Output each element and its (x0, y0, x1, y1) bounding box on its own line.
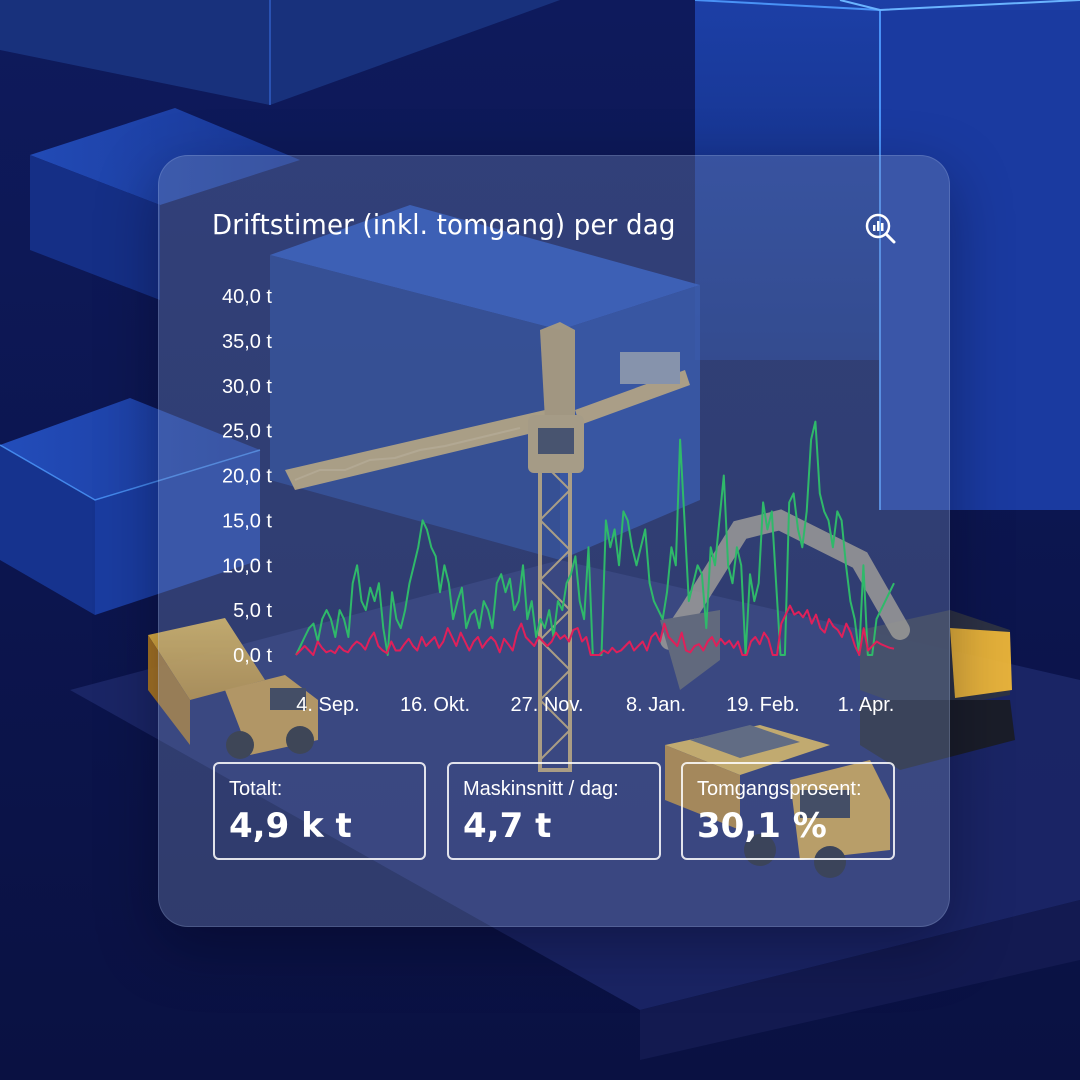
stat-machine-average: Maskinsnitt / dag: 4,7 t (447, 762, 661, 860)
y-tick-label: 30,0 t (222, 376, 272, 398)
stat-idle-percent-label: Tomgangsprosent: (697, 778, 862, 800)
stat-total-label: Totalt: (229, 778, 283, 800)
stat-idle-percent: Tomgangsprosent: 30,1 % (681, 762, 895, 860)
y-tick-label: 40,0 t (222, 286, 272, 308)
chart-zoom-icon (865, 213, 896, 244)
chart-zoom-button[interactable] (860, 208, 900, 248)
series-line-idle-hours (295, 604, 895, 656)
y-tick-label: 15,0 t (222, 510, 272, 532)
stat-idle-percent-value: 30,1 % (697, 806, 827, 846)
y-tick-label: 35,0 t (222, 331, 272, 353)
x-tick-label: 1. Apr. (838, 694, 895, 716)
x-tick-label: 19. Feb. (726, 694, 799, 716)
x-tick-label: 4. Sep. (296, 694, 359, 716)
y-tick-label: 0,0 t (233, 645, 272, 667)
y-tick-label: 25,0 t (222, 421, 272, 443)
chart-card (158, 155, 950, 927)
y-tick-label: 20,0 t (222, 466, 272, 488)
y-tick-label: 5,0 t (233, 600, 272, 622)
x-tick-label: 8. Jan. (626, 694, 686, 716)
x-tick-label: 27. Nov. (511, 694, 584, 716)
y-tick-label: 10,0 t (222, 555, 272, 577)
x-tick-label: 16. Okt. (400, 694, 470, 716)
stat-total: Totalt: 4,9 k t (213, 762, 426, 860)
series-line-total-hours (295, 420, 895, 656)
stat-total-value: 4,9 k t (229, 806, 352, 846)
stat-machine-average-label: Maskinsnitt / dag: (463, 778, 619, 800)
stat-machine-average-value: 4,7 t (463, 806, 552, 846)
chart-title: Driftstimer (inkl. tomgang) per dag (212, 208, 676, 241)
